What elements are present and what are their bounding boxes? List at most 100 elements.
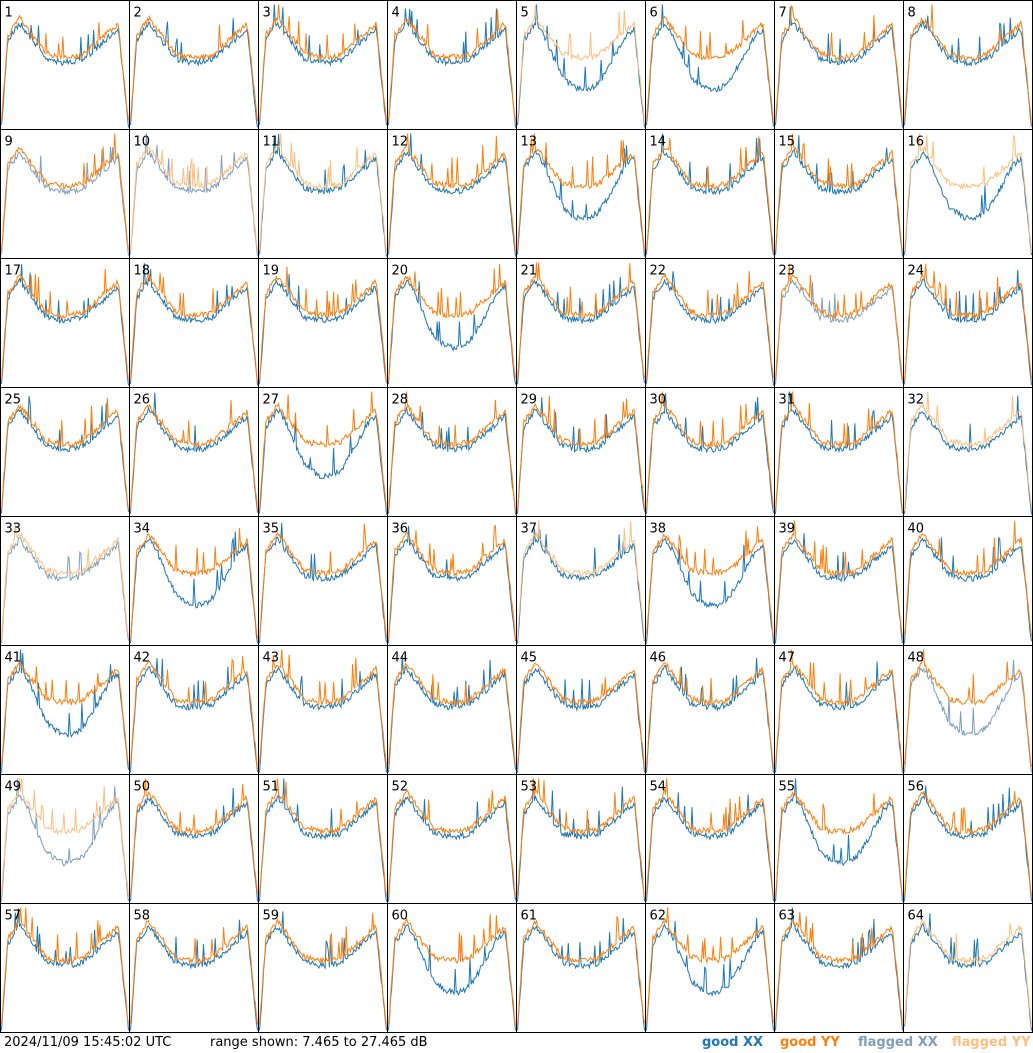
series-xx-line: [130, 18, 258, 128]
series-yy-line: [388, 264, 516, 381]
panel-3: 3: [258, 0, 388, 130]
series-xx-line: [259, 274, 387, 385]
panel-label: 35: [263, 522, 280, 537]
panel-label: 60: [392, 909, 409, 924]
panel-label: 15: [779, 135, 796, 150]
panel-label: 37: [521, 522, 538, 537]
series-xx-line: [646, 917, 774, 1031]
panel-label: 40: [908, 522, 925, 537]
panel-10: 10: [129, 129, 259, 259]
series-xx-line: [259, 408, 387, 515]
panel-frame: [129, 645, 259, 775]
panel-19: 19: [258, 258, 388, 388]
series-xx-line: [1, 778, 129, 902]
panel-label: 6: [650, 6, 658, 21]
panel-36: 36: [387, 516, 517, 646]
panel-label: 2: [134, 6, 142, 21]
legend-good-xx: good XX: [702, 1035, 764, 1050]
series-yy-line: [646, 662, 774, 769]
series-xx-line: [517, 4, 645, 128]
panel-61: 61: [516, 903, 646, 1033]
panel-label: 13: [521, 135, 538, 150]
series-yy-line: [388, 914, 516, 1027]
series-yy-line: [130, 656, 258, 771]
footer: 2024/11/09 15:45:02 UTC range shown: 7.4…: [0, 1033, 1033, 1053]
series-xx-line: [388, 279, 516, 385]
panel-label: 54: [650, 780, 667, 795]
panel-25: 25: [0, 387, 130, 517]
panel-label: 5: [521, 6, 529, 21]
series-yy-line: [904, 133, 1032, 253]
series-yy-line: [775, 911, 903, 1026]
series-xx-line: [388, 525, 516, 644]
series-yy-line: [388, 790, 516, 897]
panel-13: 13: [516, 129, 646, 259]
series-yy-line: [388, 391, 516, 512]
panel-41: 41: [0, 645, 130, 775]
series-yy-line: [259, 391, 387, 511]
panel-30: 30: [645, 387, 775, 517]
panel-37: 37: [516, 516, 646, 646]
series-yy-line: [388, 524, 516, 641]
series-yy-line: [517, 395, 645, 511]
panel-label: 39: [779, 522, 796, 537]
series-xx-line: [1, 649, 129, 773]
panel-label: 24: [908, 264, 925, 279]
panel-49: 49: [0, 774, 130, 904]
series-xx-line: [775, 391, 903, 515]
series-xx-line: [388, 796, 516, 902]
panel-46: 46: [645, 645, 775, 775]
panel-60: 60: [387, 903, 517, 1033]
series-yy-line: [259, 4, 387, 124]
panel-57: 57: [0, 903, 130, 1033]
series-yy-line: [130, 14, 258, 122]
panel-frame: [645, 129, 775, 259]
panel-label: 42: [134, 651, 151, 666]
series-yy-line: [259, 649, 387, 768]
series-xx-line: [259, 911, 387, 1031]
series-xx-line: [904, 15, 1032, 127]
panel-15: 15: [774, 129, 904, 259]
panel-frame: [387, 645, 517, 775]
panel-label: 29: [521, 393, 538, 408]
panel-label: 64: [908, 909, 925, 924]
series-yy-line: [775, 263, 903, 381]
panel-52: 52: [387, 774, 517, 904]
panel-5: 5: [516, 0, 646, 130]
panel-label: 61: [521, 909, 538, 924]
panel-frame: [387, 903, 517, 1033]
series-yy-line: [646, 907, 774, 1025]
series-xx-line: [517, 145, 645, 257]
panel-frame: [0, 774, 130, 904]
panel-frame: [0, 516, 130, 646]
panel-40: 40: [903, 516, 1033, 646]
panel-63: 63: [774, 903, 904, 1033]
series-xx-line: [775, 279, 903, 385]
series-xx-line: [259, 522, 387, 644]
panel-label: 4: [392, 6, 400, 21]
series-xx-line: [904, 913, 1032, 1031]
panel-22: 22: [645, 258, 775, 388]
panel-9: 9: [0, 129, 130, 259]
panel-29: 29: [516, 387, 646, 517]
panel-label: 28: [392, 393, 409, 408]
series-yy-line: [775, 391, 903, 513]
series-yy-line: [1, 661, 129, 766]
series-xx-line: [517, 667, 645, 773]
series-yy-line: [259, 133, 387, 254]
panel-label: 34: [134, 522, 151, 537]
series-xx-line: [388, 924, 516, 1031]
panel-frame: [645, 0, 775, 130]
series-yy-line: [1, 268, 129, 381]
panel-12: 12: [387, 129, 517, 259]
series-yy-line: [1, 778, 129, 897]
panel-label: 48: [908, 651, 925, 666]
series-yy-line: [775, 649, 903, 770]
series-xx-line: [904, 269, 1032, 385]
series-xx-line: [1, 264, 129, 386]
series-xx-line: [904, 151, 1032, 256]
series-yy-line: [646, 778, 774, 898]
series-yy-line: [130, 399, 258, 511]
series-yy-line: [388, 662, 516, 767]
panel-label: 1: [5, 6, 13, 21]
